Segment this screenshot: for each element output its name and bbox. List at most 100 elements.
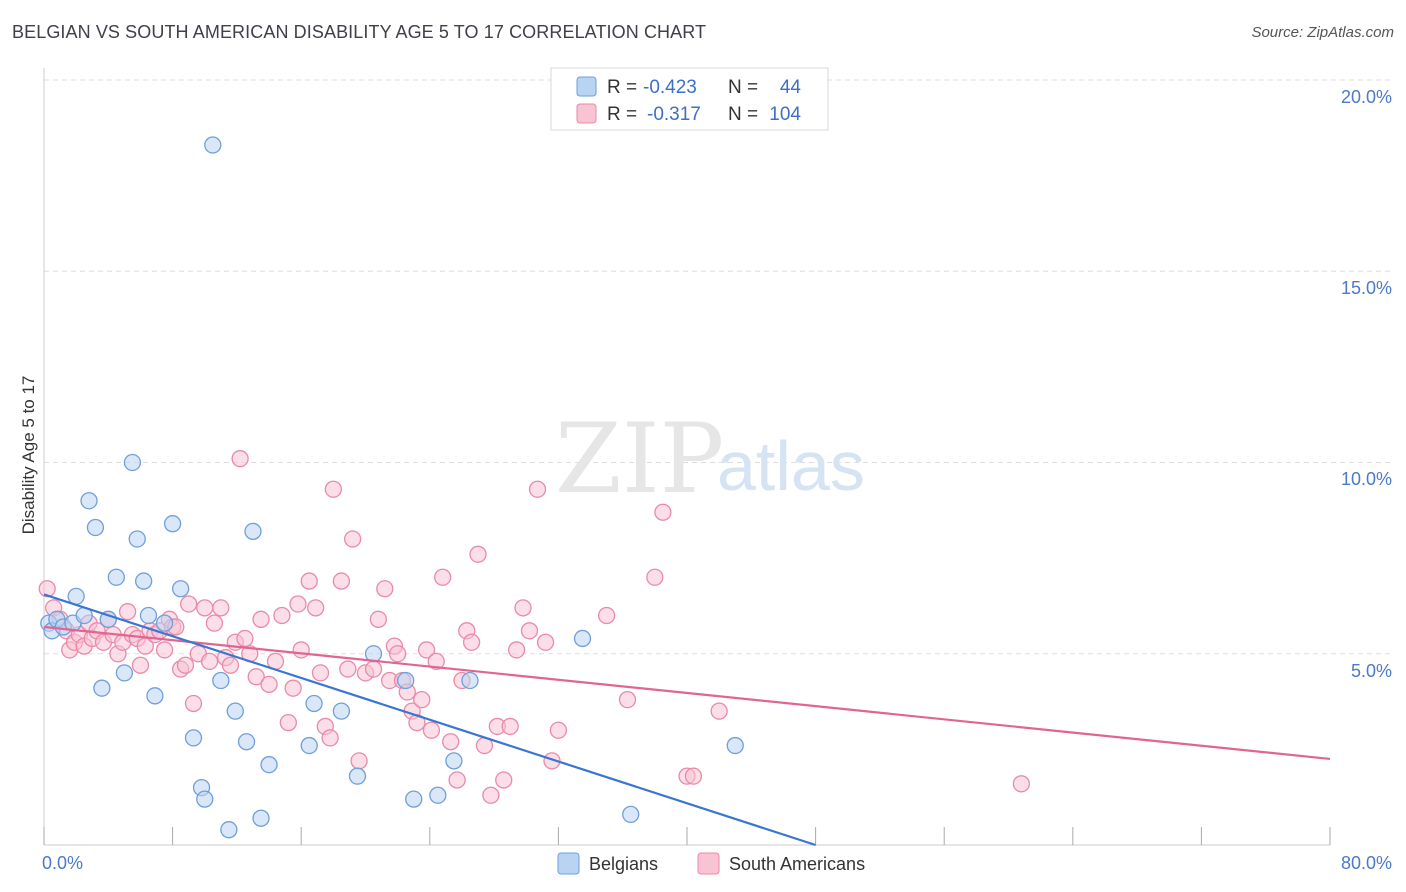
trend-lines [43,593,1331,847]
south-americans-point-93 [536,633,555,651]
south-americans-point-41 [236,629,254,648]
belgians-point-34 [332,702,351,720]
belgians-point-16 [139,606,158,625]
x-tick-label-min: 0.0% [42,853,83,873]
grid-lines [44,79,1392,655]
belgians-point-37 [397,671,415,690]
south-americans-point-95 [549,721,568,739]
legend-swatch-south-americans [576,103,597,124]
south-americans-point-0 [38,580,56,598]
south-americans-point-31 [184,694,203,713]
belgians-point-28 [237,733,256,751]
x-tick-label-max: 80.0% [1341,853,1392,873]
watermark-zip: ZIP [555,403,724,515]
watermark: ZIP atlas [555,403,865,515]
south-americans-point-34 [200,652,219,671]
south-americans-point-52 [300,572,318,590]
south-americans-point-92 [528,480,547,498]
legend-r-value-south-americans: -0.317 [647,104,701,125]
south-americans-point-48 [279,713,297,732]
south-americans-point-60 [343,530,362,548]
south-americans-point-99 [646,568,664,586]
legend-n-label-belgians: N = [728,77,758,98]
belgians-point-20 [171,580,190,598]
belgians-point-12 [115,664,134,682]
belgians-point-39 [429,786,447,804]
south-americans-point-64 [369,610,388,628]
belgians-point-14 [128,530,146,548]
south-americans-point-102 [710,702,728,720]
legend-n-value-south-americans: 104 [769,104,801,125]
belgians-point-33 [305,694,323,713]
south-americans-point-82 [462,633,481,651]
belgians-point-38 [405,790,423,808]
legend-bottom-swatch-belgians [557,852,580,875]
belgians-point-32 [300,736,318,755]
south-americans-point-101 [684,767,703,785]
south-americans-point-30 [180,595,198,613]
south-americans-point-50 [289,595,307,613]
belgians-point-23 [196,790,214,808]
belgians-point-40 [445,752,463,770]
legend-swatch-belgians [576,76,597,97]
belgians-point-11 [107,568,125,586]
belgians-point-19 [163,515,182,533]
south-americans-point-45 [260,675,278,693]
south-americans-point-98 [654,503,672,521]
belgians-point-7 [80,492,98,510]
chart-title: BELGIAN VS SOUTH AMERICAN DISABILITY AGE… [12,22,707,42]
south-americans-point-44 [252,610,270,628]
south-americans-point-87 [495,771,513,789]
south-americans-point-43 [247,668,265,686]
y-tick-label-20: 20.0% [1341,87,1392,107]
chart-source: Source: ZipAtlas.com [1251,24,1394,41]
south-americans-point-53 [307,599,325,617]
south-americans-point-75 [422,721,441,739]
legend-n-value-belgians: 44 [780,77,802,98]
y-tick-label-10: 10.0% [1341,469,1392,489]
south-americans-point-59 [339,660,357,678]
belgians-point-26 [220,821,238,839]
south-americans-point-47 [273,606,291,625]
south-americans-point-90 [514,599,532,617]
south-americans-point-68 [388,645,407,663]
trend-line-belgians [43,593,816,847]
belgians-point-21 [184,729,203,747]
south-americans-point-49 [284,679,302,697]
south-americans-point-65 [376,580,394,598]
south-americans-point-29 [176,656,195,674]
south-americans-point-40 [231,450,249,468]
south-americans-point-73 [413,691,431,709]
belgians-point-18 [155,614,174,632]
belgians-point-35 [348,767,367,785]
y-axis-title: Disability Age 5 to 17 [19,376,38,535]
legend-r-label-belgians: R = [607,77,637,98]
south-americans-point-83 [469,545,487,563]
belgians-point-31 [260,756,278,774]
belgians-point-9 [93,679,111,697]
axes [43,68,1331,846]
south-americans-point-57 [324,480,343,498]
belgians-point-41 [461,671,479,690]
south-americans-point-19 [131,656,150,674]
belgians-point-43 [622,805,640,824]
south-americans-point-38 [221,656,240,674]
legend-correlation: R = -0.423 N = 44 R = -0.317 N = 104 [550,67,829,131]
legend-r-label-south-americans: R = [607,104,637,125]
belgians-point-10 [99,610,117,628]
belgians-point-8 [86,518,105,537]
belgians-point-17 [146,687,164,705]
south-americans-point-79 [448,771,466,789]
legend-r-value-belgians: -0.423 [643,77,697,98]
legend-bottom-swatch-south-americans [697,852,720,875]
series-south-americans [38,450,1031,804]
south-americans-point-51 [292,641,310,659]
legend-series: Belgians South Americans [557,852,865,875]
legend-box [550,67,829,131]
south-americans-point-88 [501,717,519,736]
watermark-atlas: atlas [717,427,865,505]
belgians-point-27 [226,702,244,720]
south-americans-point-97 [618,691,637,709]
south-americans-point-78 [442,733,460,751]
